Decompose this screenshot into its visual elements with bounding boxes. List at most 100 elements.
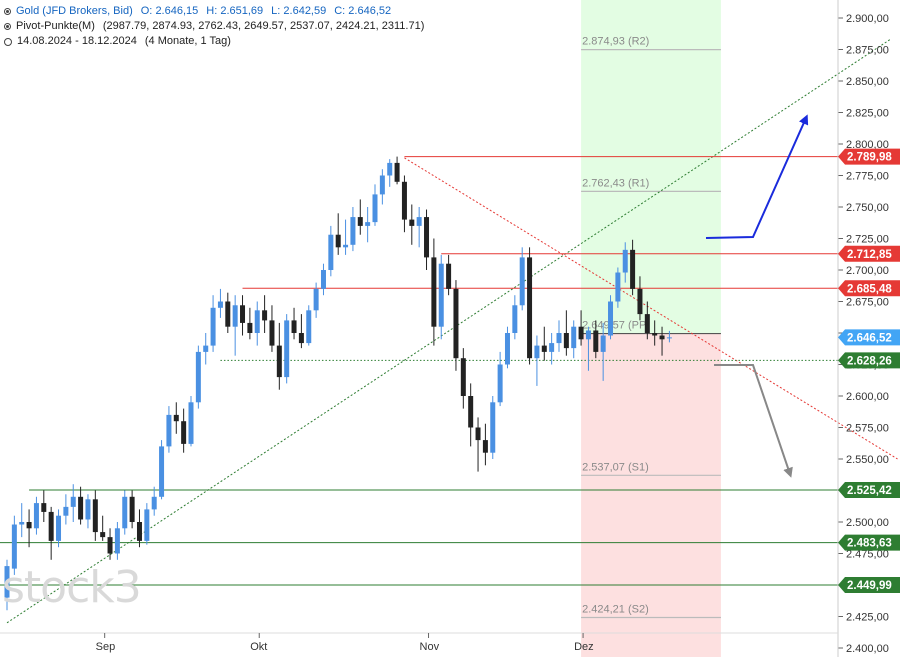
candle-body — [622, 249, 628, 273]
candle — [210, 295, 216, 352]
candle — [431, 238, 437, 346]
candle — [593, 320, 599, 359]
candle — [276, 322, 282, 390]
candle-body — [446, 263, 452, 289]
candle — [33, 496, 39, 535]
open-value: 2.646,15 — [155, 5, 199, 17]
trendline-0 — [6, 39, 891, 624]
candle — [482, 423, 488, 466]
candle — [225, 292, 231, 333]
candle-body — [328, 234, 334, 270]
candle-body — [541, 345, 547, 352]
candle-body — [527, 257, 533, 359]
candle — [600, 322, 606, 381]
y-tick-label-5: 2.775,00 — [846, 171, 889, 183]
current-price-badge-shape — [838, 329, 900, 346]
candle-body — [475, 427, 481, 441]
candle-body — [497, 364, 503, 403]
candle-body — [460, 358, 466, 396]
candle-body — [652, 333, 658, 336]
candle-body — [387, 162, 393, 176]
candle-body — [504, 333, 510, 365]
y-tick-label-0: 2.900,00 — [846, 13, 889, 25]
y-tick-label-2: 2.850,00 — [846, 76, 889, 88]
y-tick-label-12: 2.600,00 — [846, 391, 889, 403]
candle — [519, 247, 525, 311]
y-tick-label-4: 2.800,00 — [846, 139, 889, 151]
candle-body — [225, 301, 231, 327]
candle-body — [431, 257, 437, 327]
level-badge-3-shape — [838, 352, 900, 369]
candle — [122, 490, 128, 535]
candle-body — [276, 345, 282, 378]
level-badge-0-text: 2.789,98 — [847, 152, 892, 164]
candle-body — [129, 496, 135, 522]
candle-body — [335, 234, 341, 248]
x-axis: Sep Okt Nov Dez — [0, 632, 838, 653]
current-price-badge: 2.646,52 — [838, 329, 900, 346]
pivot-zones — [581, 0, 721, 657]
candle-body — [122, 496, 128, 529]
candle — [136, 509, 142, 548]
level-badge-4-shape — [838, 481, 900, 498]
candle — [4, 559, 10, 611]
indicator-visibility-icon[interactable] — [4, 23, 11, 30]
candle-body — [637, 288, 643, 315]
candle — [571, 320, 577, 359]
candle — [41, 490, 47, 522]
candle-body — [48, 511, 54, 541]
candle-body — [203, 345, 209, 352]
candle-body — [26, 522, 32, 529]
candle-body — [490, 402, 496, 453]
candle-body — [181, 421, 187, 444]
pivot-zone-lower — [581, 333, 721, 657]
candle — [608, 295, 614, 340]
y-tick-label-13: 2.575,00 — [846, 423, 889, 435]
level-badge-1: 2.712,85 — [838, 245, 900, 262]
candle — [534, 335, 540, 386]
candle — [409, 204, 415, 245]
candle-body — [482, 440, 488, 453]
candle — [262, 295, 268, 333]
candle — [504, 326, 510, 369]
candle-body — [56, 515, 62, 541]
candle — [70, 484, 76, 522]
candle-body — [600, 335, 606, 352]
candle — [217, 288, 223, 318]
arrow-down-projection — [714, 364, 793, 478]
candle-body — [151, 496, 157, 510]
candle — [527, 247, 533, 365]
y-tick-label-6: 2.750,00 — [846, 202, 889, 214]
candle-body — [409, 219, 415, 226]
stock3-watermark: stock3 — [2, 562, 142, 613]
candle-body — [144, 509, 150, 541]
candle-body — [254, 310, 260, 333]
pivot-indicator-label: Pivot-Punkte(M) — [16, 20, 95, 32]
candle — [578, 310, 584, 346]
level-badge-6: 2.449,99 — [838, 577, 900, 594]
candle — [328, 225, 334, 277]
candle-body — [262, 310, 268, 321]
candle-body — [313, 288, 319, 311]
candle-body — [438, 263, 444, 327]
candle-body — [63, 506, 69, 516]
candle-body — [350, 217, 356, 245]
level-badge-6-shape — [838, 577, 900, 594]
candle — [512, 295, 518, 340]
y-tick-label-17: 2.475,00 — [846, 549, 889, 561]
candle-body — [593, 330, 599, 352]
high-label: H: — [206, 5, 218, 17]
candle — [269, 305, 275, 352]
candle — [63, 494, 69, 525]
candle-body — [424, 217, 430, 258]
y-tick-label-7: 2.725,00 — [846, 234, 889, 246]
candle-body — [78, 496, 84, 520]
candle-body — [33, 503, 39, 529]
candle — [622, 242, 628, 283]
level-badge-4-text: 2.525,42 — [847, 485, 892, 497]
candle-body — [284, 320, 290, 378]
candle-body — [365, 222, 371, 226]
y-tick-label-16: 2.500,00 — [846, 517, 889, 529]
series-visibility-icon[interactable] — [4, 8, 11, 15]
